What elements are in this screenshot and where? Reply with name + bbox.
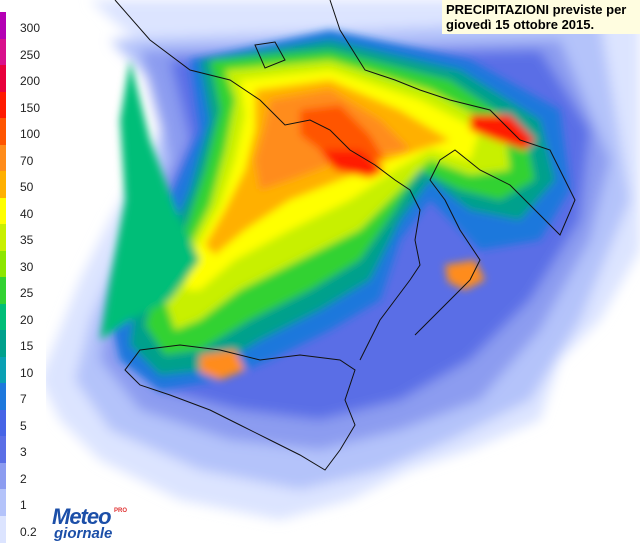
legend-label: 5 [20, 418, 27, 433]
legend-label: 100 [20, 127, 41, 141]
legend-label: 70 [20, 153, 34, 168]
legend-swatch [0, 489, 6, 516]
legend-label: 35 [20, 233, 34, 247]
legend-label: 7 [20, 392, 27, 406]
legend-swatch [0, 224, 6, 251]
logo-text-top: Meteo [52, 504, 112, 529]
legend-swatch [0, 356, 6, 384]
legend-label: 0.2 [20, 524, 37, 539]
legend-swatch [0, 118, 6, 145]
legend-swatch [0, 409, 6, 437]
legend-label: 15 [20, 339, 34, 353]
legend-swatch [0, 171, 6, 198]
legend-swatch [0, 330, 6, 357]
legend-label: 1 [20, 498, 27, 512]
title-line-1: PRECIPITAZIONI previste per [446, 2, 627, 17]
map-title: PRECIPITAZIONI previste per giovedì 15 o… [442, 0, 640, 34]
legend-swatch [0, 515, 6, 543]
legend-label: 3 [20, 445, 27, 459]
legend-label: 200 [20, 74, 41, 88]
legend: 300 250 200 150 100 70 50 40 35 30 25 20 15 10 7 5 3 2 1 0.… [0, 0, 46, 550]
legend-swatch [0, 12, 6, 39]
legend-label: 250 [20, 47, 41, 62]
legend-label: 2 [20, 471, 27, 486]
logo-text-bottom: giornale [54, 525, 113, 542]
meteogiornale-logo: Meteo PRO giornale [52, 506, 132, 546]
legend-swatch [0, 383, 6, 410]
logo-text-pro: PRO [114, 508, 128, 514]
legend-swatch [0, 197, 6, 225]
title-line-2: giovedì 15 ottobre 2015. [446, 17, 595, 32]
legend-swatch [0, 65, 6, 92]
legend-color-bar [0, 12, 6, 545]
legend-swatch [0, 91, 6, 119]
legend-swatch [0, 250, 6, 278]
legend-label: 20 [20, 312, 34, 327]
legend-swatch [0, 144, 6, 172]
legend-label: 30 [20, 259, 34, 274]
legend-label: 10 [20, 365, 34, 380]
precip-layer-mid [100, 30, 570, 390]
legend-label: 150 [20, 100, 41, 115]
legend-swatch [0, 38, 6, 66]
legend-swatch [0, 462, 6, 490]
legend-label: 25 [20, 286, 34, 300]
legend-swatch [0, 303, 6, 331]
legend-swatch [0, 277, 6, 304]
legend-label: 50 [20, 180, 34, 194]
legend-label: 300 [20, 21, 41, 35]
legend-label: 40 [20, 206, 34, 221]
legend-swatch [0, 436, 6, 463]
